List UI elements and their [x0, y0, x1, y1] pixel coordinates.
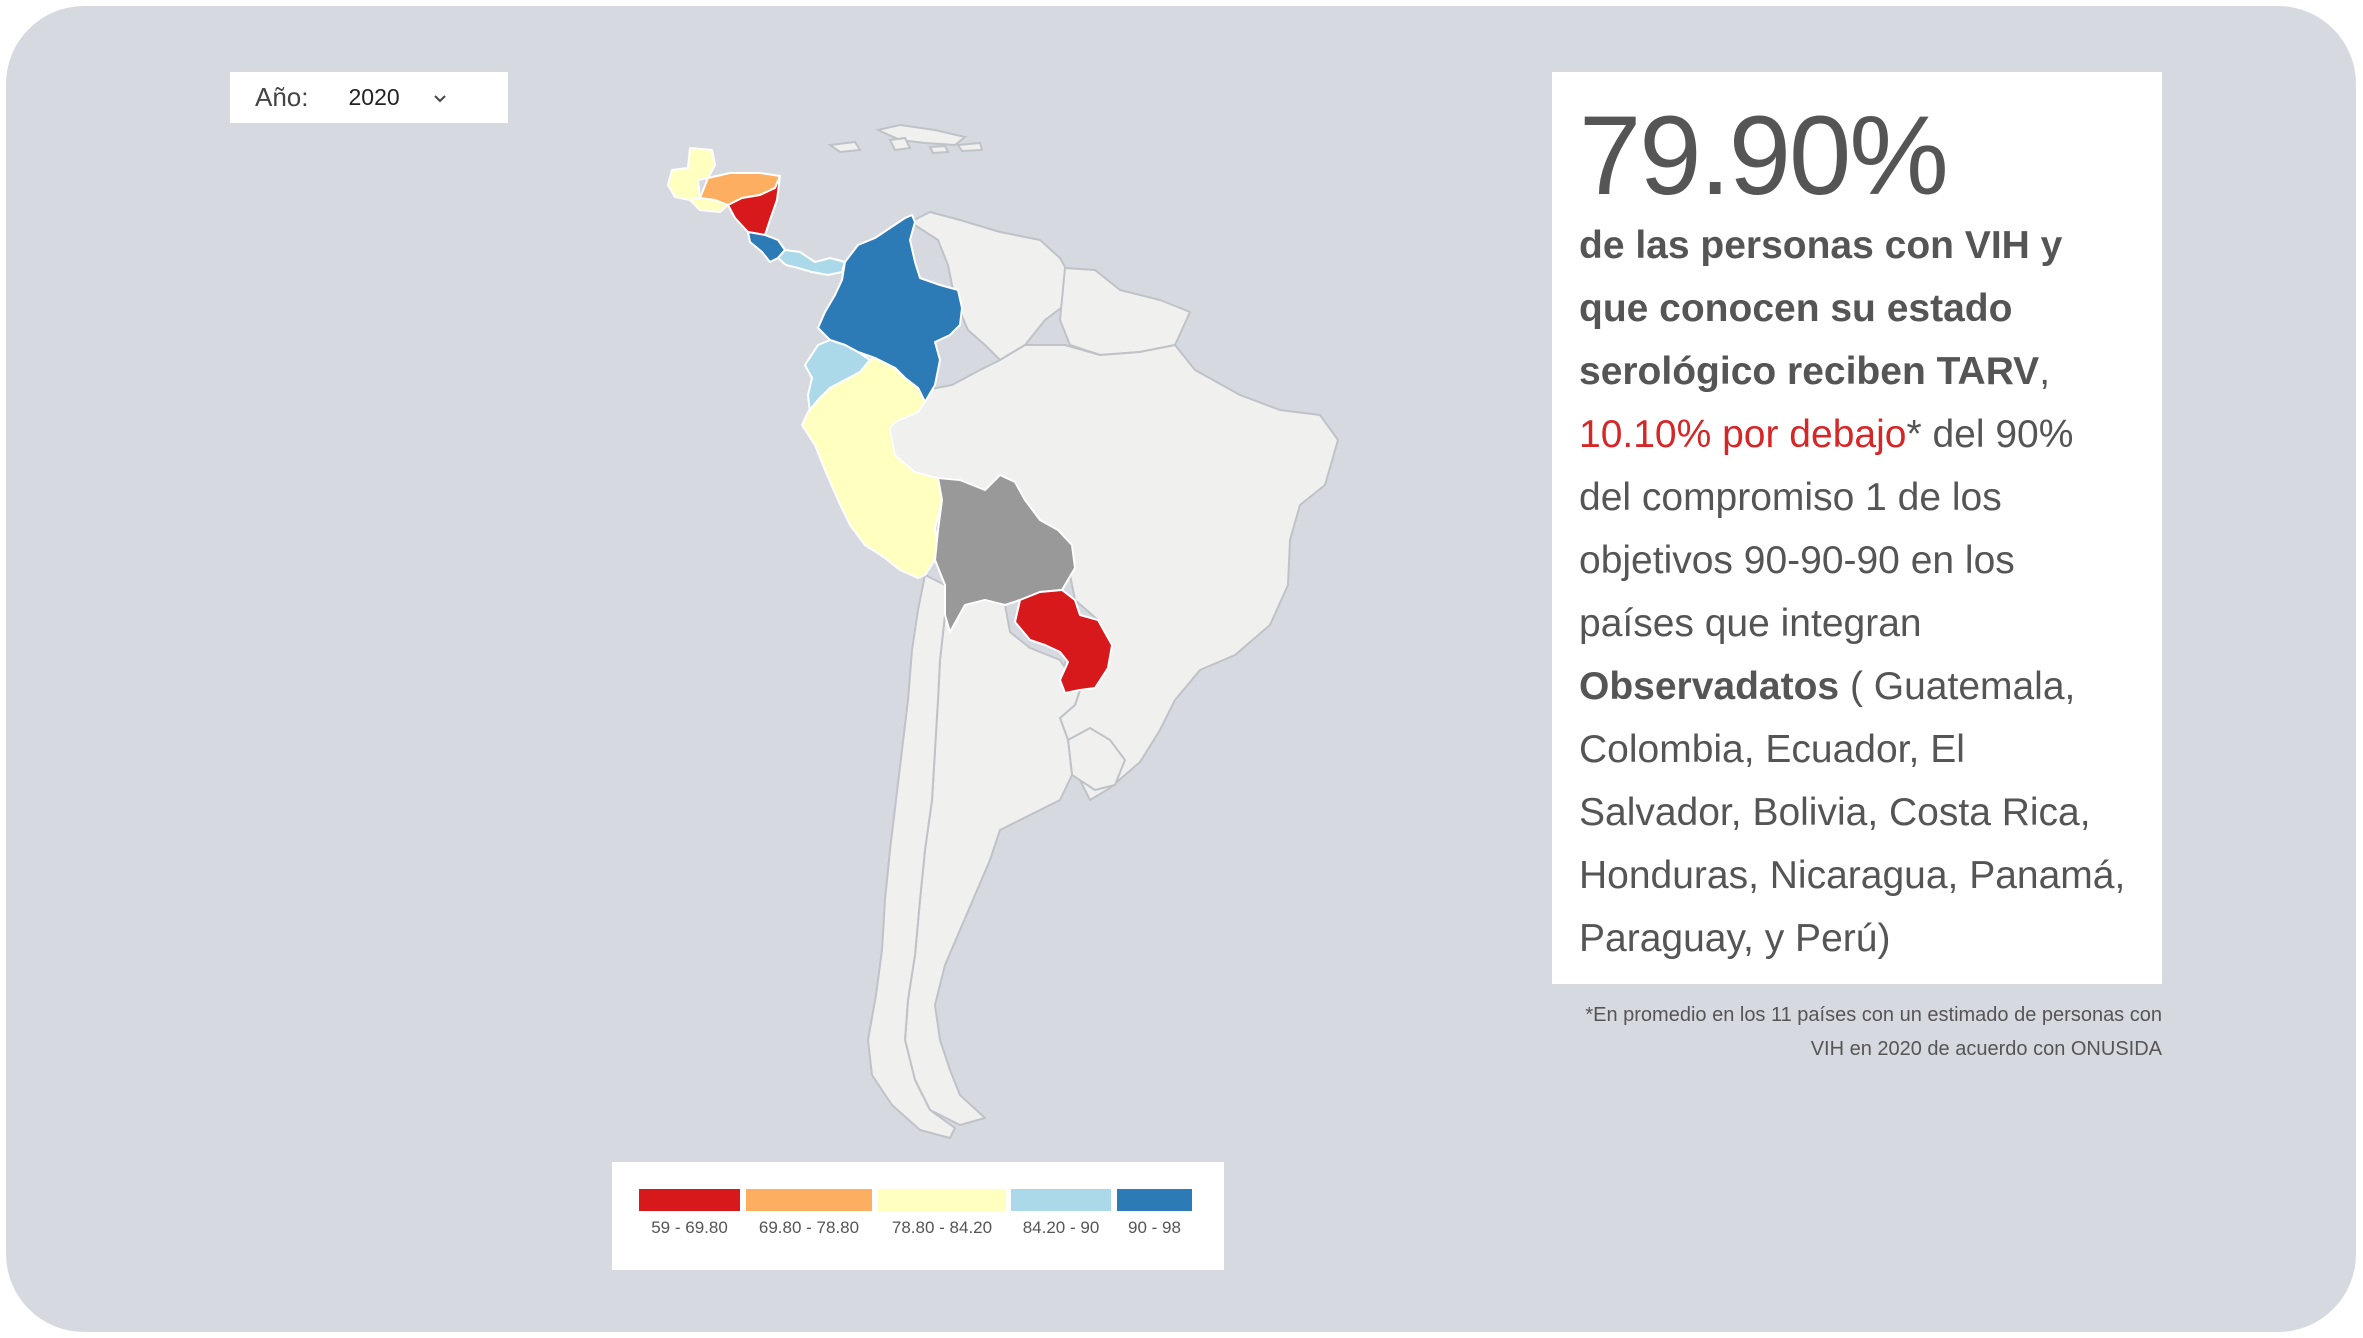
legend-swatch: [878, 1189, 1006, 1211]
highlighted-countries: [667, 147, 1113, 694]
legend-swatch: [1117, 1189, 1192, 1211]
legend-label: 84.20 - 90: [1022, 1218, 1100, 1237]
headline-percentage: 79.90%: [1579, 93, 1949, 218]
legend-item: 84.20 - 90: [1011, 1189, 1111, 1238]
legend-label: 59 - 69.80: [651, 1218, 728, 1237]
year-label: Año:: [255, 82, 309, 112]
country-peru[interactable]: [801, 357, 943, 579]
info-bold-intro: de las personas con VIH y que conocen su…: [1579, 224, 2063, 393]
country-nicaragua[interactable]: [727, 175, 781, 236]
country-paraguay[interactable]: [1014, 589, 1113, 694]
footnote: *En promedio en los 11 países con un est…: [1460, 998, 2162, 1066]
country-guyanas[interactable]: [1059, 267, 1191, 356]
legend-label: 69.80 - 78.80: [758, 1218, 860, 1237]
footnote-line-2: VIH en 2020 de acuerdo con ONUSIDA: [1810, 1038, 2162, 1060]
legend-item: 78.80 - 84.20: [878, 1189, 1006, 1238]
legend-label: 90 - 98: [1128, 1218, 1181, 1237]
country-panama[interactable]: [777, 249, 846, 276]
legend-item: 90 - 98: [1117, 1189, 1192, 1238]
year-dropdown[interactable]: Año: 2020: [230, 72, 508, 123]
legend-item: 69.80 - 78.80: [746, 1189, 872, 1238]
legend-item: 59 - 69.80: [639, 1189, 740, 1238]
caribbean-islands: [827, 123, 984, 155]
info-after-below: * del 90% del compromiso 1 de los objeti…: [1579, 413, 2074, 645]
legend-label: 78.80 - 84.20: [891, 1218, 993, 1237]
country-uruguay[interactable]: [1067, 727, 1126, 791]
info-comma: ,: [2039, 350, 2051, 393]
map-legend: 59 - 69.80 69.80 - 78.80 78.80 - 84.20 8…: [612, 1162, 1224, 1270]
footnote-line-1: *En promedio en los 11 países con un est…: [1585, 1004, 2162, 1026]
country-chile[interactable]: [867, 574, 956, 1139]
other-countries: [867, 211, 1339, 1139]
info-below-text: 10.10% por debajo: [1579, 413, 1907, 456]
info-countries: ( Guatemala, Colombia, Ecuador, El Salva…: [1579, 665, 2126, 960]
info-observatorio: Observadatos: [1579, 665, 1840, 708]
chevron-down-icon: [430, 88, 450, 108]
info-card: 79.90% de las personas con VIH y que con…: [1552, 72, 2162, 984]
year-value: 2020: [348, 84, 400, 110]
legend-swatch: [1011, 1189, 1111, 1211]
info-text: de las personas con VIH y que conocen su…: [1579, 214, 2136, 970]
legend-swatch: [746, 1189, 872, 1211]
legend-swatch: [639, 1189, 740, 1211]
